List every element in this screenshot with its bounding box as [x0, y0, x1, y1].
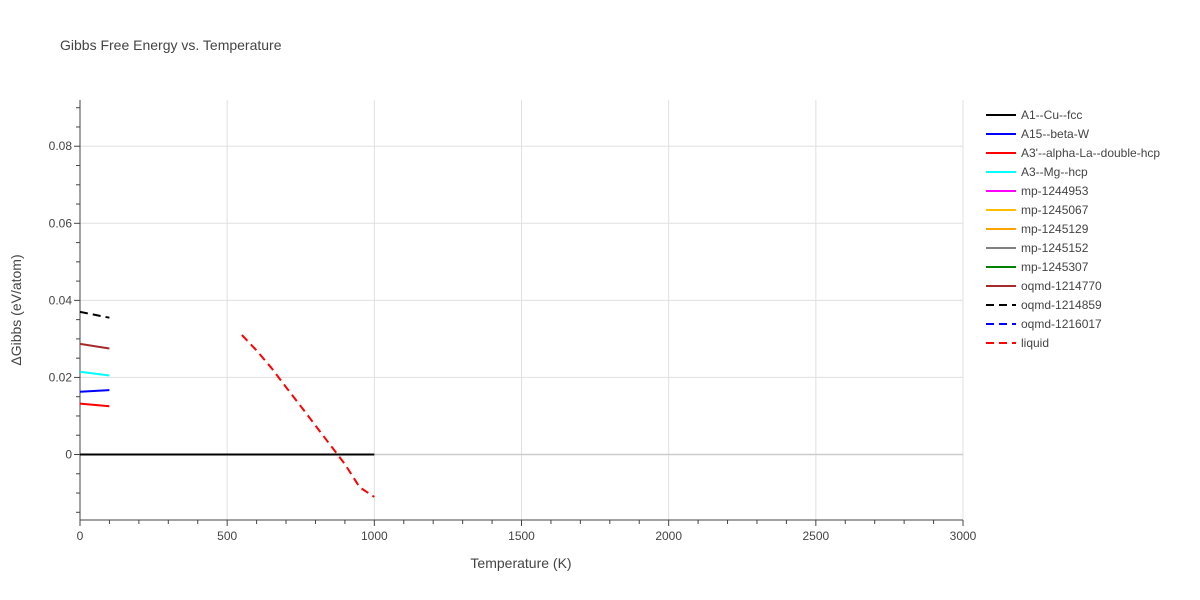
x-tick-label: 1500: [508, 529, 535, 543]
legend-item[interactable]: oqmd-1214770: [986, 279, 1102, 293]
y-axis-title: ΔGibbs (eV/atom): [8, 254, 24, 365]
legend-item[interactable]: A15--beta-W: [986, 127, 1090, 141]
legend-label: mp-1245152: [1021, 241, 1089, 255]
legend-item[interactable]: mp-1245067: [986, 203, 1089, 217]
y-tick-label: 0: [65, 447, 72, 461]
y-tick-label: 0.04: [49, 293, 73, 307]
x-tick-label: 2000: [655, 529, 682, 543]
legend-item[interactable]: oqmd-1216017: [986, 317, 1102, 331]
y-tick-label: 0.08: [49, 139, 73, 153]
legend-item[interactable]: liquid: [986, 336, 1049, 350]
legend-item[interactable]: mp-1245307: [986, 260, 1089, 274]
legend-label: A1--Cu--fcc: [1021, 108, 1082, 122]
x-tick-label: 3000: [950, 529, 977, 543]
legend-label: A3--Mg--hcp: [1021, 165, 1088, 179]
legend-item[interactable]: mp-1245152: [986, 241, 1089, 255]
series-line-2: [79, 402, 110, 408]
grid: [80, 100, 964, 520]
y-axis: 0 0.02 0.04 0.06 0.08: [49, 100, 81, 520]
legend-item[interactable]: mp-1245129: [986, 222, 1089, 236]
legend[interactable]: A1--Cu--fcc A15--beta-W A3'--alpha-La--dou…: [986, 108, 1160, 350]
series-line-10: [79, 310, 110, 319]
legend-label: oqmd-1216017: [1021, 317, 1102, 331]
legend-item[interactable]: A3--Mg--hcp: [986, 165, 1088, 179]
legend-item[interactable]: A3'--alpha-La--double-hcp: [986, 146, 1160, 160]
legend-label: liquid: [1021, 336, 1049, 350]
legend-label: oqmd-1214770: [1021, 279, 1102, 293]
legend-label: mp-1245067: [1021, 203, 1089, 217]
legend-label: mp-1245129: [1021, 222, 1089, 236]
y-tick-label: 0.06: [49, 216, 73, 230]
plot-area: [79, 310, 375, 498]
legend-item[interactable]: oqmd-1214859: [986, 298, 1102, 312]
series-line-9: [79, 342, 110, 350]
x-tick-label: 2500: [802, 529, 829, 543]
x-axis: 0 500 1000 1500 2000 2500 3000: [77, 519, 977, 543]
y-tick-label: 0.02: [49, 370, 73, 384]
legend-label: oqmd-1214859: [1021, 298, 1102, 312]
x-axis-title: Temperature (K): [470, 555, 571, 571]
x-tick-label: 0: [77, 529, 84, 543]
legend-label: A3'--alpha-La--double-hcp: [1021, 146, 1160, 160]
legend-item[interactable]: mp-1244953: [986, 184, 1089, 198]
chart-title: Gibbs Free Energy vs. Temperature: [60, 37, 282, 53]
x-tick-label: 1000: [361, 529, 388, 543]
x-tick-label: 500: [217, 529, 237, 543]
series-line-12: [241, 334, 375, 498]
legend-label: A15--beta-W: [1021, 127, 1090, 141]
legend-label: mp-1245307: [1021, 260, 1089, 274]
legend-item[interactable]: A1--Cu--fcc: [986, 108, 1082, 122]
legend-label: mp-1244953: [1021, 184, 1089, 198]
series-line-1: [79, 389, 110, 393]
series-line-3: [79, 370, 110, 377]
